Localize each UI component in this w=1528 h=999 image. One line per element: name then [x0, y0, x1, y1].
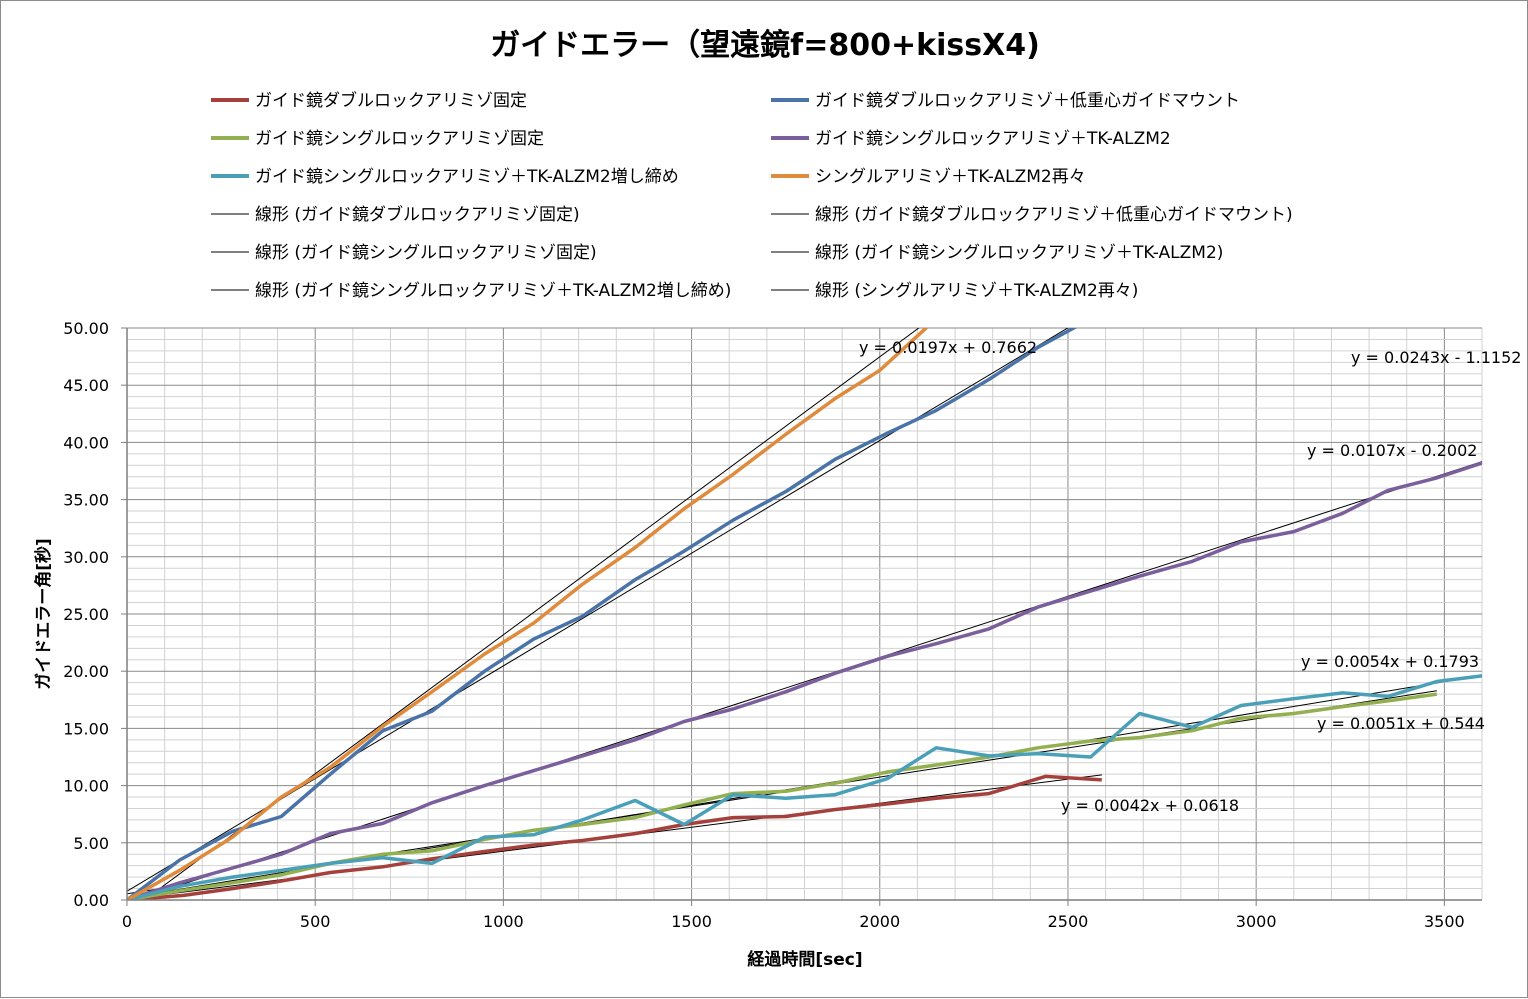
legend-label: 線形 (シングルアリミゾ＋TK-ALZM2再々)	[815, 281, 1138, 301]
trendline-equation-2: y = 0.0197x + 0.7662	[859, 338, 1037, 357]
chart-title: ガイドエラー（望遠鏡f=800+kissX4)	[490, 28, 1040, 63]
y-tick-label: 25.00	[63, 605, 109, 624]
axes: 0 500 1000 1500 2000 2500 3000 3500 0.00 5.00 10.0…	[63, 319, 1482, 931]
y-tick-label: 0.00	[73, 891, 109, 910]
legend-label: ガイド鏡シングルロックアリミゾ固定	[255, 129, 544, 149]
x-tick-label: 500	[300, 912, 331, 931]
series-line-2	[127, 328, 1078, 900]
trendline-equation-3: y = 0.0051x + 0.544	[1317, 714, 1485, 733]
series-line-1	[127, 774, 1102, 900]
legend-label: シングルアリミゾ＋TK-ALZM2再々	[815, 167, 1086, 187]
legend-label: 線形 (ガイド鏡ダブルロックアリミゾ固定)	[255, 204, 580, 225]
y-tick-label: 35.00	[63, 491, 109, 510]
series-line-4	[127, 461, 1482, 900]
trendline-equation-6: y = 0.0243x - 1.1152	[1351, 348, 1521, 367]
y-tick-label: 20.00	[63, 662, 109, 681]
y-tick-label: 5.00	[73, 834, 109, 853]
legend-label: 線形 (ガイド鏡ダブルロックアリミゾ＋低重心ガイドマウント)	[815, 204, 1293, 225]
equation-labels: y = 0.0042x + 0.0618 y = 0.0197x + 0.7662…	[859, 338, 1521, 815]
series-line-6	[127, 328, 929, 900]
y-tick-label: 45.00	[63, 376, 109, 395]
legend-label: ガイド鏡シングルロックアリミゾ＋TK-ALZM2増し締め	[255, 167, 679, 187]
y-tick-label: 10.00	[63, 777, 109, 796]
legend-label: 線形 (ガイド鏡シングルロックアリミゾ＋TK-ALZM2増し締め)	[255, 281, 731, 301]
trendline-6	[143, 328, 920, 900]
legend-label: 線形 (ガイド鏡シングルロックアリミゾ＋TK-ALZM2)	[815, 243, 1223, 263]
legend-label: ガイド鏡ダブルロックアリミゾ固定	[255, 90, 527, 111]
x-tick-label: 2500	[1048, 912, 1089, 931]
legend-label: ガイド鏡シングルロックアリミゾ＋TK-ALZM2	[815, 129, 1171, 149]
trendline-equation-4: y = 0.0107x - 0.2002	[1307, 441, 1477, 460]
legend-label: ガイド鏡ダブルロックアリミゾ＋低重心ガイドマウント	[815, 90, 1240, 111]
x-tick-label: 0	[122, 912, 132, 931]
legend-label: 線形 (ガイド鏡シングルロックアリミゾ固定)	[255, 243, 597, 263]
series-lines	[127, 328, 1482, 900]
x-tick-label: 2000	[859, 912, 900, 931]
y-tick-label: 15.00	[63, 719, 109, 738]
trendline-equation-1: y = 0.0042x + 0.0618	[1061, 796, 1239, 815]
x-axis-title: 経過時間[sec]	[747, 949, 862, 970]
x-tick-label: 1000	[483, 912, 524, 931]
x-tick-label: 3500	[1424, 912, 1465, 931]
legend: ガイド鏡ダブルロックアリミゾ固定 ガイド鏡ダブルロックアリミゾ＋低重心ガイドマウン…	[211, 90, 1293, 301]
trendline-equation-5: y = 0.0054x + 0.1793	[1301, 652, 1479, 671]
y-tick-label: 30.00	[63, 548, 109, 567]
x-tick-label: 3000	[1236, 912, 1277, 931]
y-tick-label: 40.00	[63, 433, 109, 452]
y-axis-title: ガイドエラー角[秒]	[33, 538, 54, 690]
series-line-5	[127, 674, 1482, 900]
x-tick-label: 1500	[671, 912, 712, 931]
y-tick-label: 50.00	[63, 319, 109, 338]
